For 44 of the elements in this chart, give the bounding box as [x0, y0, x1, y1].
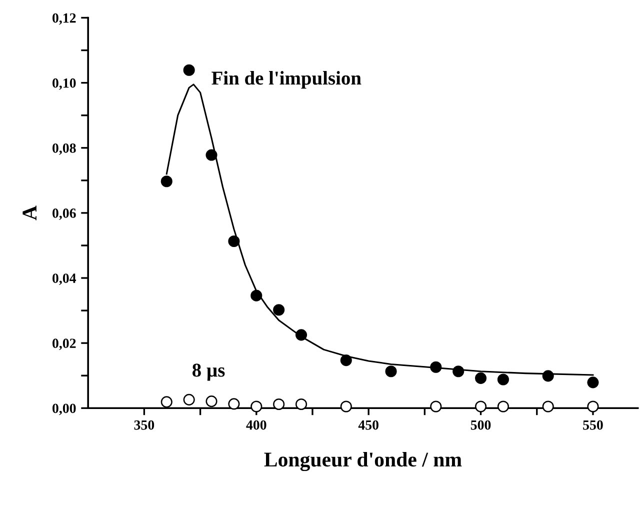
y-tick-label: 0,00 [52, 404, 76, 416]
y-tick-label: 0,06 [52, 208, 76, 220]
point [587, 400, 599, 412]
point [295, 329, 308, 341]
point [452, 366, 464, 378]
point [295, 398, 308, 410]
point [430, 361, 442, 373]
point [183, 64, 195, 76]
point [206, 396, 218, 408]
point [273, 304, 285, 316]
point [340, 400, 352, 412]
point [183, 394, 195, 406]
x-tick-label: 400 [246, 420, 266, 430]
y-axis-title: A [22, 206, 36, 220]
series-label: Fin de l'impulsion [212, 71, 362, 89]
point [542, 400, 554, 412]
point [250, 290, 262, 302]
point [430, 400, 442, 412]
x-tick-label: 450 [358, 420, 378, 430]
point [385, 366, 397, 378]
x-tick-label: 350 [134, 420, 154, 430]
x-tick-label: 500 [470, 420, 491, 430]
point [228, 398, 240, 410]
point [475, 372, 487, 384]
y-tick-label: 0,10 [52, 78, 76, 90]
series-label: 8 µs [192, 364, 225, 381]
y-tick-label: 0,04 [52, 274, 76, 285]
point [542, 370, 554, 382]
point [340, 354, 352, 366]
point [160, 176, 172, 188]
point [250, 400, 262, 412]
point [587, 376, 599, 388]
point [273, 398, 285, 410]
y-tick-label: 0,08 [52, 143, 76, 155]
y-tick-label: 0,12 [52, 13, 76, 25]
point [497, 400, 509, 412]
point [475, 400, 487, 412]
point [497, 374, 509, 386]
point [228, 235, 240, 248]
point [206, 149, 218, 161]
y-tick-label: 0,02 [52, 338, 76, 350]
x-tick-label: 550 [583, 420, 603, 430]
point [160, 396, 172, 408]
x-axis-title: Longueur d'onde / nm [264, 452, 462, 472]
